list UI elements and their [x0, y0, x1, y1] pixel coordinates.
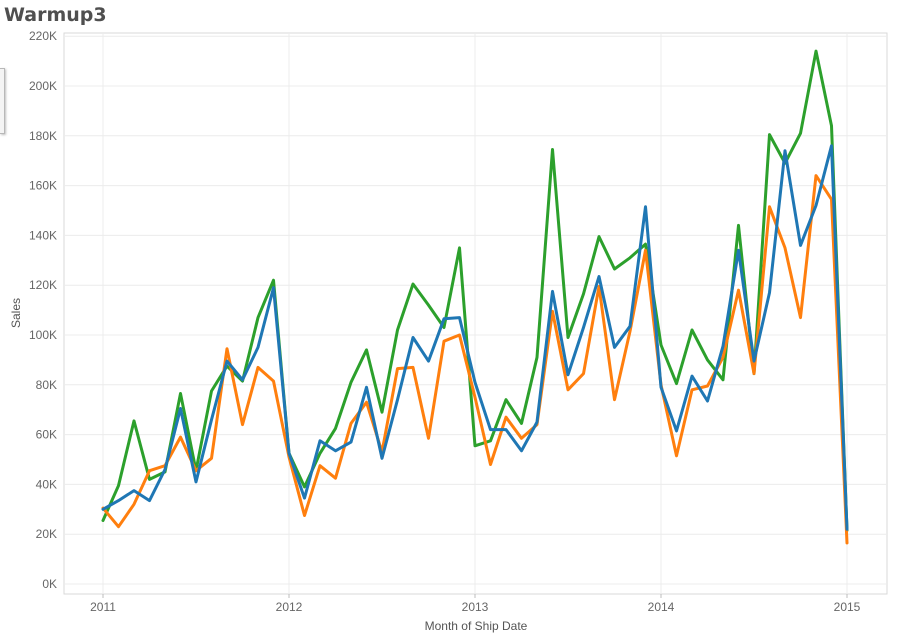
x-tick-label: 2014: [648, 600, 675, 614]
y-tick-labels: 0K 20K 40K 60K 80K 100K 120K 140K 160K 180K 200K 22…: [29, 29, 57, 591]
y-tick-label: 0K: [42, 577, 57, 591]
series-lines: [101, 49, 849, 545]
y-axis-title: Sales: [9, 298, 23, 328]
y-tick-label: 20K: [36, 527, 57, 541]
y-tick-label: 160K: [29, 179, 57, 193]
side-panel-handle[interactable]: [0, 68, 5, 134]
y-tick-label: 200K: [29, 79, 57, 93]
y-tick-label: 80K: [36, 378, 57, 392]
y-tick-label: 40K: [36, 477, 57, 491]
y-tick-label: 180K: [29, 129, 57, 143]
x-tick-label: 2015: [834, 600, 861, 614]
x-tick-label: 2012: [276, 600, 303, 614]
y-tick-label: 100K: [29, 328, 57, 342]
y-tick-label: 220K: [29, 29, 57, 43]
y-tick-label: 120K: [29, 278, 57, 292]
series-line-3[interactable]: [101, 144, 849, 531]
chart-title: Warmup3: [4, 4, 107, 26]
x-tick-label: 2011: [90, 600, 116, 614]
series-line-2[interactable]: [101, 174, 849, 545]
x-axis-title: Month of Ship Date: [425, 619, 528, 633]
x-tick-label: 2013: [462, 600, 489, 614]
y-tick-label: 60K: [36, 428, 57, 442]
x-ticks: 2011 2012 2013 2014 2015: [90, 594, 861, 614]
y-tick-label: 140K: [29, 228, 57, 242]
